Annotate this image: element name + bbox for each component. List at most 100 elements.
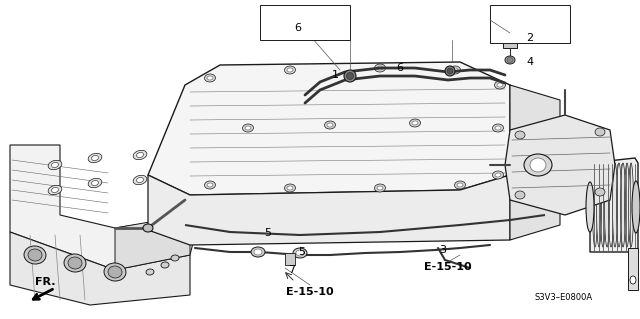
Text: 6: 6 (397, 63, 403, 73)
Ellipse shape (595, 188, 605, 196)
Ellipse shape (377, 66, 383, 70)
Ellipse shape (64, 254, 86, 272)
Polygon shape (510, 85, 560, 240)
Ellipse shape (136, 152, 143, 158)
Text: E-15-10: E-15-10 (424, 262, 472, 272)
Ellipse shape (449, 66, 461, 74)
Ellipse shape (161, 262, 169, 268)
Ellipse shape (506, 33, 514, 47)
Ellipse shape (243, 124, 253, 132)
Ellipse shape (632, 181, 640, 233)
Ellipse shape (143, 224, 153, 232)
Ellipse shape (287, 186, 293, 190)
Ellipse shape (207, 76, 213, 80)
Polygon shape (148, 175, 510, 245)
Ellipse shape (530, 158, 546, 172)
Ellipse shape (285, 66, 296, 74)
Text: FR.: FR. (35, 277, 55, 287)
Ellipse shape (48, 160, 62, 170)
Ellipse shape (92, 181, 99, 186)
Ellipse shape (505, 56, 515, 64)
Ellipse shape (454, 181, 465, 189)
Ellipse shape (245, 126, 251, 130)
Ellipse shape (595, 128, 605, 136)
Ellipse shape (495, 81, 506, 89)
Ellipse shape (524, 154, 552, 176)
Ellipse shape (515, 191, 525, 199)
Text: 3: 3 (440, 245, 447, 255)
Ellipse shape (346, 72, 353, 79)
Text: 5: 5 (264, 228, 271, 238)
Ellipse shape (108, 266, 122, 278)
Ellipse shape (68, 257, 82, 269)
Ellipse shape (285, 184, 296, 192)
Ellipse shape (163, 147, 177, 157)
Bar (260, 5, 350, 40)
Polygon shape (10, 145, 200, 270)
Ellipse shape (88, 153, 102, 163)
Ellipse shape (92, 155, 99, 160)
Ellipse shape (374, 184, 385, 192)
Ellipse shape (612, 163, 618, 247)
Text: E-15-10: E-15-10 (286, 287, 334, 297)
Ellipse shape (377, 186, 383, 190)
Ellipse shape (133, 175, 147, 185)
Text: 2: 2 (527, 33, 534, 43)
Ellipse shape (605, 163, 609, 247)
Ellipse shape (344, 70, 356, 82)
Ellipse shape (324, 121, 335, 129)
Ellipse shape (515, 131, 525, 139)
Ellipse shape (166, 149, 173, 155)
Ellipse shape (630, 276, 636, 284)
Ellipse shape (621, 163, 625, 247)
Ellipse shape (452, 68, 458, 72)
Ellipse shape (447, 68, 453, 74)
Ellipse shape (166, 174, 173, 180)
Ellipse shape (205, 74, 216, 82)
Ellipse shape (445, 66, 455, 76)
Ellipse shape (296, 250, 304, 256)
Ellipse shape (52, 188, 58, 193)
Ellipse shape (28, 249, 42, 261)
Text: 5: 5 (298, 247, 305, 257)
Polygon shape (148, 62, 510, 195)
Ellipse shape (52, 162, 58, 167)
Polygon shape (590, 158, 638, 252)
Ellipse shape (24, 246, 46, 264)
Ellipse shape (374, 64, 385, 72)
Ellipse shape (207, 183, 213, 187)
Ellipse shape (495, 173, 501, 177)
Polygon shape (10, 232, 190, 305)
Ellipse shape (457, 183, 463, 187)
Text: 7: 7 (289, 265, 296, 275)
Ellipse shape (628, 163, 634, 247)
Ellipse shape (205, 181, 216, 189)
Bar (490, 5, 570, 43)
Ellipse shape (596, 163, 602, 247)
Text: 4: 4 (527, 57, 534, 67)
Text: 6: 6 (294, 23, 301, 33)
Ellipse shape (287, 68, 293, 72)
Ellipse shape (254, 249, 262, 255)
Ellipse shape (251, 247, 265, 257)
Polygon shape (505, 115, 615, 215)
Ellipse shape (586, 182, 594, 232)
Polygon shape (503, 33, 517, 48)
Ellipse shape (171, 255, 179, 261)
Ellipse shape (136, 177, 143, 182)
Ellipse shape (163, 172, 177, 182)
Ellipse shape (495, 126, 501, 130)
Ellipse shape (507, 57, 513, 63)
Polygon shape (628, 248, 638, 290)
Ellipse shape (293, 248, 307, 258)
Ellipse shape (493, 124, 504, 132)
Ellipse shape (493, 171, 504, 179)
Ellipse shape (88, 178, 102, 188)
Ellipse shape (412, 121, 418, 125)
Text: 1: 1 (332, 70, 339, 80)
Ellipse shape (48, 185, 62, 195)
Polygon shape (285, 253, 295, 265)
Ellipse shape (133, 150, 147, 160)
Ellipse shape (146, 269, 154, 275)
Polygon shape (115, 215, 190, 270)
